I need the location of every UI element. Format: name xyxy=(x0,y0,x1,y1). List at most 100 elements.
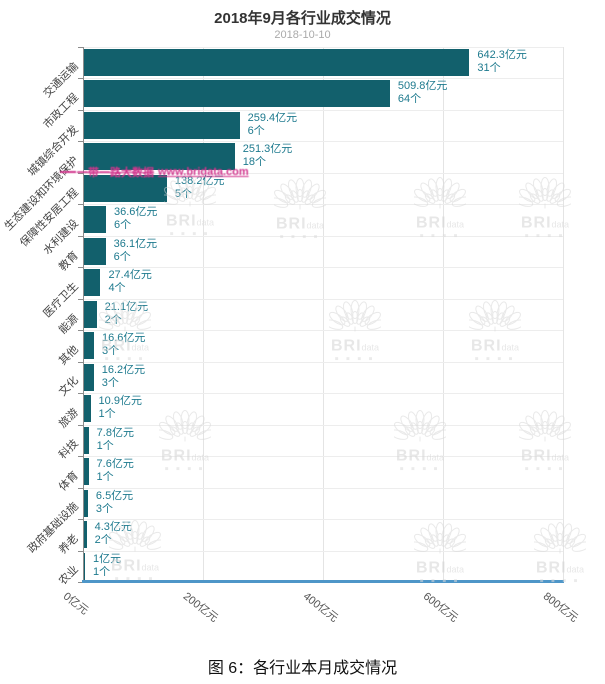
y-axis-category-text: 能源 xyxy=(56,311,81,337)
gridline-horizontal xyxy=(83,393,563,394)
bar-count-text: 1个 xyxy=(96,471,114,484)
y-axis-tick xyxy=(78,141,83,142)
y-axis-tick xyxy=(78,267,83,268)
bar-value-label: 4.3亿元 2个 xyxy=(95,521,132,547)
y-axis-category-text: 文化 xyxy=(56,374,81,399)
bar-count-text: 3个 xyxy=(95,502,114,515)
watermark-banner-url: www.bridata.com xyxy=(158,166,249,178)
bar-amount-text: 259.4亿元 xyxy=(247,111,298,124)
bar-amount-text: 7.8亿元 xyxy=(96,426,134,439)
bar-count-text: 5个 xyxy=(174,187,193,200)
plot-area: 642.3亿元 31个 交通运输 509.8亿元 64个 市政工程 259.4亿元 6个 城镇综… xyxy=(2,47,580,625)
y-axis-category-text: 其他 xyxy=(56,343,81,368)
gridline-horizontal xyxy=(83,267,563,268)
y-axis-tick xyxy=(78,173,83,174)
bar-value-label: 509.8亿元 64个 xyxy=(398,80,448,106)
gridline-horizontal xyxy=(83,78,563,79)
y-axis-tick xyxy=(78,362,83,363)
y-axis-tick xyxy=(78,551,83,552)
bar-value-label: 21.1亿元 2个 xyxy=(105,301,148,327)
bar-amount-text: 36.1亿元 xyxy=(113,237,158,250)
watermark-brand-data: data xyxy=(566,564,585,575)
bar-value-label: 259.4亿元 6个 xyxy=(248,112,298,138)
bar-value-label: 16.2亿元 3个 xyxy=(102,364,145,390)
bar[interactable] xyxy=(84,552,85,580)
gridline-horizontal xyxy=(83,299,563,300)
bar-amount-text: 16.2亿元 xyxy=(101,363,146,376)
bar-value-label: 16.6亿元 3个 xyxy=(102,332,145,358)
bar[interactable] xyxy=(84,143,235,171)
bar[interactable] xyxy=(84,269,101,297)
y-axis-category-text: 教育 xyxy=(56,249,81,274)
y-axis-category-text: 农业 xyxy=(56,563,81,588)
bar-value-label: 7.6亿元 1个 xyxy=(97,458,134,484)
bar[interactable] xyxy=(84,237,106,265)
bar-amount-text: 21.1亿元 xyxy=(104,300,149,313)
bar[interactable] xyxy=(84,489,88,517)
bar-value-label: 251.3亿元 18个 xyxy=(243,143,293,169)
gridline-horizontal xyxy=(83,236,563,237)
x-axis-line xyxy=(82,580,564,583)
bar[interactable] xyxy=(84,206,106,234)
bar[interactable] xyxy=(84,363,94,391)
bar-amount-text: 10.9亿元 xyxy=(98,395,142,408)
bar[interactable] xyxy=(84,332,94,360)
bar-count-text: 1个 xyxy=(96,439,114,452)
bar-count-text: 2个 xyxy=(104,313,122,326)
bar-count-text: 2个 xyxy=(94,534,112,547)
bar-amount-text: 1亿元 xyxy=(93,552,122,565)
y-axis-tick xyxy=(78,393,83,394)
y-axis-tick xyxy=(78,110,83,111)
x-axis-tick-text: 200亿元 xyxy=(180,590,220,625)
bar[interactable] xyxy=(84,458,89,486)
gridline-horizontal xyxy=(83,173,563,174)
bar[interactable] xyxy=(84,80,390,108)
y-axis-tick xyxy=(78,456,83,457)
bar[interactable] xyxy=(84,174,167,202)
gridline-horizontal xyxy=(83,330,563,331)
bar[interactable] xyxy=(84,49,470,76)
bar[interactable] xyxy=(84,395,91,423)
watermark-banner-dash xyxy=(60,171,76,173)
bar-count-text: 3个 xyxy=(101,345,120,358)
figure-caption: 图 6：各行业本月成交情况 xyxy=(207,660,398,677)
x-axis-tick-text: 400亿元 xyxy=(300,590,340,625)
bar[interactable] xyxy=(84,111,240,139)
bar-value-label: 36.6亿元 6个 xyxy=(114,206,157,232)
x-axis-tick-text: 0亿元 xyxy=(60,590,91,618)
y-axis-tick xyxy=(78,78,83,79)
bar-count-text: 1个 xyxy=(93,565,111,578)
gridline-horizontal xyxy=(83,141,563,142)
y-axis-category-text: 养老 xyxy=(56,532,81,557)
bar-count-text: 6个 xyxy=(247,124,265,137)
bar[interactable] xyxy=(84,521,87,549)
bar-amount-text: 509.8亿元 xyxy=(397,80,448,93)
bar-count-text: 64个 xyxy=(397,93,422,106)
bar-count-text: 6个 xyxy=(113,250,131,263)
bar-value-label: 642.3亿元 31个 xyxy=(477,49,527,75)
gridline-vertical xyxy=(323,47,324,582)
bar-value-label: 1亿元 1个 xyxy=(93,553,121,579)
y-axis-tick xyxy=(78,425,83,426)
x-axis-tick-text: 600亿元 xyxy=(420,590,460,625)
y-axis-tick xyxy=(78,299,83,300)
y-axis-tick xyxy=(78,236,83,237)
y-axis-tick xyxy=(78,330,83,331)
gridline-vertical xyxy=(443,47,444,582)
bar-amount-text: 6.5亿元 xyxy=(95,489,134,502)
bar-amount-text: 27.4亿元 xyxy=(108,269,152,282)
gridline-horizontal xyxy=(83,519,563,520)
y-axis-category-text: 旅游 xyxy=(56,406,81,431)
bar-value-label: 10.9亿元 1个 xyxy=(99,395,142,421)
y-axis-tick xyxy=(78,47,83,48)
chart-title: 2018年9月各行业成交情况 xyxy=(214,10,391,27)
bar[interactable] xyxy=(84,300,97,328)
gridline-horizontal xyxy=(83,425,563,426)
gridline-vertical xyxy=(563,47,564,582)
gridline-horizontal xyxy=(83,47,563,48)
bar[interactable] xyxy=(84,426,89,454)
gridline-vertical xyxy=(203,47,204,582)
watermark-banner: 一带一路大数据 www.bridata.com xyxy=(60,164,249,180)
y-axis-category-text: 科技 xyxy=(56,437,81,462)
